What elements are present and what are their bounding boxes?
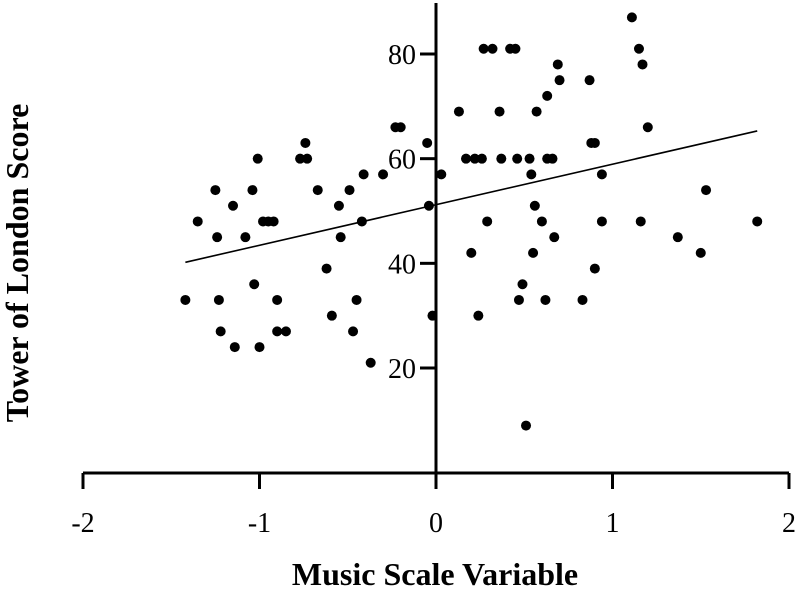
data-point xyxy=(436,169,447,180)
data-point xyxy=(672,232,683,243)
data-point xyxy=(302,153,313,164)
data-point xyxy=(321,263,332,274)
data-point xyxy=(529,200,540,211)
data-point xyxy=(521,420,532,431)
data-point xyxy=(272,326,283,337)
data-point xyxy=(554,75,565,86)
data-point xyxy=(333,200,344,211)
data-point xyxy=(272,294,283,305)
x-tick-label: 1 xyxy=(606,508,620,539)
data-point xyxy=(752,216,763,227)
data-point xyxy=(358,169,369,180)
data-point xyxy=(453,106,464,117)
data-point xyxy=(552,59,563,70)
data-point xyxy=(577,294,588,305)
y-axis-title: Tower of London Score xyxy=(0,104,35,423)
data-point xyxy=(280,326,291,337)
data-point xyxy=(247,185,258,196)
data-point xyxy=(473,310,484,321)
data-point xyxy=(637,59,648,70)
x-axis-title: Music Scale Variable xyxy=(292,556,578,592)
data-point xyxy=(268,216,279,227)
y-tick-label: 20 xyxy=(388,354,416,385)
data-point xyxy=(180,294,191,305)
data-point xyxy=(549,232,560,243)
data-point xyxy=(524,153,535,164)
data-point xyxy=(335,232,346,243)
x-tick-label: 0 xyxy=(429,508,443,539)
data-points xyxy=(180,12,763,431)
y-tick-label: 60 xyxy=(388,145,416,176)
data-point xyxy=(213,294,224,305)
data-point xyxy=(517,279,528,290)
y-tick-label: 40 xyxy=(388,249,416,280)
data-point xyxy=(249,279,260,290)
data-point xyxy=(210,185,221,196)
data-point xyxy=(344,185,355,196)
y-tick-label: 80 xyxy=(388,40,416,71)
data-point xyxy=(326,310,337,321)
data-point xyxy=(300,137,311,148)
data-point xyxy=(589,263,600,274)
data-point xyxy=(695,247,706,258)
data-point xyxy=(215,326,226,337)
data-point xyxy=(494,106,505,117)
data-point xyxy=(466,247,477,258)
data-point xyxy=(626,12,637,23)
data-point xyxy=(212,232,223,243)
data-point xyxy=(584,75,595,86)
data-point xyxy=(633,43,644,54)
data-point xyxy=(351,294,362,305)
data-point xyxy=(240,232,251,243)
data-point xyxy=(528,247,539,258)
data-point xyxy=(461,153,472,164)
data-point xyxy=(596,169,607,180)
data-point xyxy=(589,137,600,148)
tick-labels: -2 -1 0 1 2 20 40 60 80 xyxy=(71,40,796,539)
data-point xyxy=(642,122,653,133)
data-point xyxy=(482,216,493,227)
data-point xyxy=(295,153,306,164)
data-point xyxy=(476,153,487,164)
data-point xyxy=(228,200,239,211)
data-point xyxy=(192,216,203,227)
data-point xyxy=(510,43,521,54)
data-point xyxy=(252,153,263,164)
trend-line xyxy=(185,130,758,264)
data-point xyxy=(365,357,376,368)
data-point xyxy=(229,342,240,353)
data-point xyxy=(547,153,558,164)
x-tick-label: 2 xyxy=(782,508,796,539)
data-point xyxy=(635,216,646,227)
data-point xyxy=(531,106,542,117)
data-point xyxy=(469,153,480,164)
data-point xyxy=(422,137,433,148)
data-point xyxy=(496,153,507,164)
x-tick-label: -2 xyxy=(71,508,94,539)
data-point xyxy=(512,153,523,164)
data-point xyxy=(395,122,406,133)
data-point xyxy=(542,90,553,101)
data-point xyxy=(312,185,323,196)
data-point xyxy=(526,169,537,180)
axes xyxy=(81,3,791,489)
data-point xyxy=(596,216,607,227)
data-point xyxy=(540,294,551,305)
data-point xyxy=(536,216,547,227)
x-tick-label: -1 xyxy=(248,508,271,539)
data-point xyxy=(254,342,265,353)
data-point xyxy=(513,294,524,305)
data-point xyxy=(701,185,712,196)
data-point xyxy=(487,43,498,54)
data-point xyxy=(478,43,489,54)
data-point xyxy=(348,326,359,337)
data-point xyxy=(378,169,389,180)
